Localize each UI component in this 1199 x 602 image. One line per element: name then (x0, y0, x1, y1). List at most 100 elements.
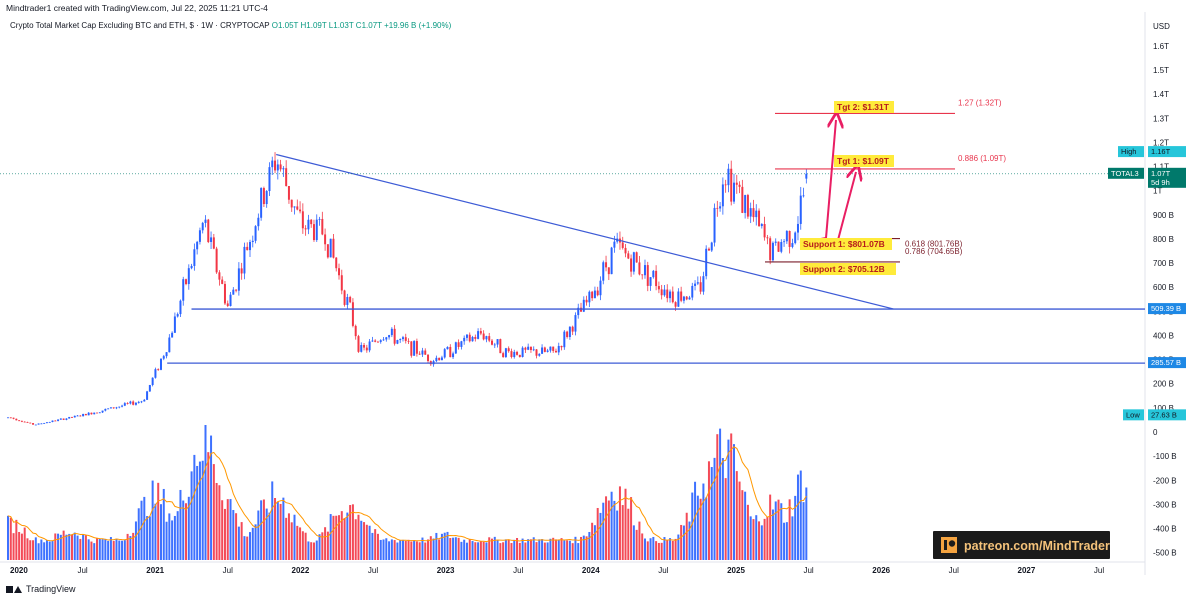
symbol-description[interactable]: Crypto Total Market Cap Excluding BTC an… (10, 21, 270, 30)
volume-bar (249, 532, 251, 560)
candle-body (660, 289, 663, 296)
candle-body (735, 182, 738, 185)
annotation-label: Support 2: $705.12B (800, 263, 896, 275)
candle-body (577, 307, 580, 316)
candle-body (502, 353, 505, 357)
ohlc-values: O1.05T H1.09T L1.03T C1.07T +19.96 B (+1… (271, 21, 452, 30)
time-axis-label: 2020 (10, 566, 28, 575)
candle-body (677, 291, 680, 307)
time-axis-label: 2021 (146, 566, 164, 575)
candle-body (457, 342, 460, 347)
candle-body (591, 291, 594, 299)
candle-body (699, 282, 702, 292)
candle-body (98, 412, 101, 414)
volume-bar (179, 489, 182, 560)
candle-body (115, 407, 118, 409)
candle-body (351, 302, 354, 326)
volume-bar (674, 538, 677, 560)
volume-bar (173, 515, 176, 560)
volume-bar (429, 536, 432, 560)
volume-bar (346, 512, 349, 560)
candle-body (182, 279, 185, 301)
candle-body (680, 291, 683, 301)
candle-body (215, 248, 218, 273)
volume-bar (221, 500, 224, 560)
candle-body (730, 168, 733, 202)
projection-arrows (799, 120, 856, 244)
candle-body (763, 224, 766, 238)
candle-body (262, 188, 265, 205)
candle-body (738, 184, 741, 187)
volume-bar (365, 524, 368, 560)
volume-bar (9, 517, 12, 560)
volume-bar (716, 434, 719, 560)
volume-bar (7, 515, 9, 560)
volume-bar (499, 543, 502, 560)
candle-body (563, 331, 566, 348)
candle-body (32, 423, 35, 425)
time-axis-label: 2026 (872, 566, 890, 575)
candle-body (791, 243, 794, 247)
volume-bar (87, 539, 90, 560)
volume-bar (535, 542, 538, 560)
candle-body (666, 289, 669, 299)
fib-level-label: 0.618 (801.76B) (905, 240, 963, 249)
volume-bar (310, 542, 313, 560)
volume-bar (677, 534, 680, 560)
volume-bar (262, 499, 265, 560)
candle-body (68, 416, 71, 419)
candle-body (371, 340, 374, 342)
volume-bar (471, 541, 474, 560)
candle-body (132, 401, 135, 405)
candle-body (290, 199, 293, 208)
volume-bar (257, 510, 260, 560)
candle-body (485, 336, 488, 340)
volume-bar (496, 539, 499, 560)
volume-bar (193, 454, 196, 560)
volume-bar (527, 539, 530, 560)
volume-bar (560, 538, 563, 560)
volume-bar (671, 540, 674, 560)
patreon-watermark[interactable]: patreon.com/MindTrader (933, 531, 1110, 559)
volume-bar (48, 541, 51, 560)
volume-bar (688, 521, 691, 560)
volume-bar (724, 478, 727, 560)
candle-body (440, 357, 443, 361)
volume-bar (12, 533, 15, 560)
volume-bar (529, 539, 532, 560)
price-axis-label: 1.1T (1153, 163, 1169, 172)
volume-bar (596, 507, 599, 560)
candle-body (641, 274, 644, 276)
candle-body (338, 268, 341, 276)
candle-body (468, 334, 471, 342)
candle-body (724, 184, 727, 186)
volume-bar (371, 532, 374, 560)
volume-bar (618, 486, 621, 560)
volume-bar (605, 496, 608, 560)
volume-bar (321, 532, 324, 560)
candle-body (335, 257, 338, 269)
candle-body (301, 211, 304, 229)
price-axis-label: 900 B (1153, 211, 1174, 220)
volume-bar (685, 512, 688, 560)
candle-body (410, 341, 413, 356)
candle-body (59, 418, 62, 420)
volume-bar (101, 539, 104, 560)
volume-bar (109, 537, 112, 560)
watermark-bg (933, 531, 1110, 559)
volume-bar (45, 540, 48, 560)
price-tag-value-bg (1148, 303, 1186, 315)
candle-body (229, 294, 232, 306)
price-axis-label: 200 B (1153, 380, 1174, 389)
annotation-bg (800, 238, 892, 250)
candle-body (254, 226, 257, 241)
volume-bar (443, 532, 446, 560)
price-tag-countdown: 5d 9h (1151, 178, 1170, 187)
volume-bar (299, 527, 302, 560)
time-axis-label: 2024 (582, 566, 600, 575)
candle-body (190, 265, 193, 269)
volume-bar (643, 538, 646, 560)
volume-bar (285, 517, 288, 560)
volume-bar (713, 457, 716, 560)
